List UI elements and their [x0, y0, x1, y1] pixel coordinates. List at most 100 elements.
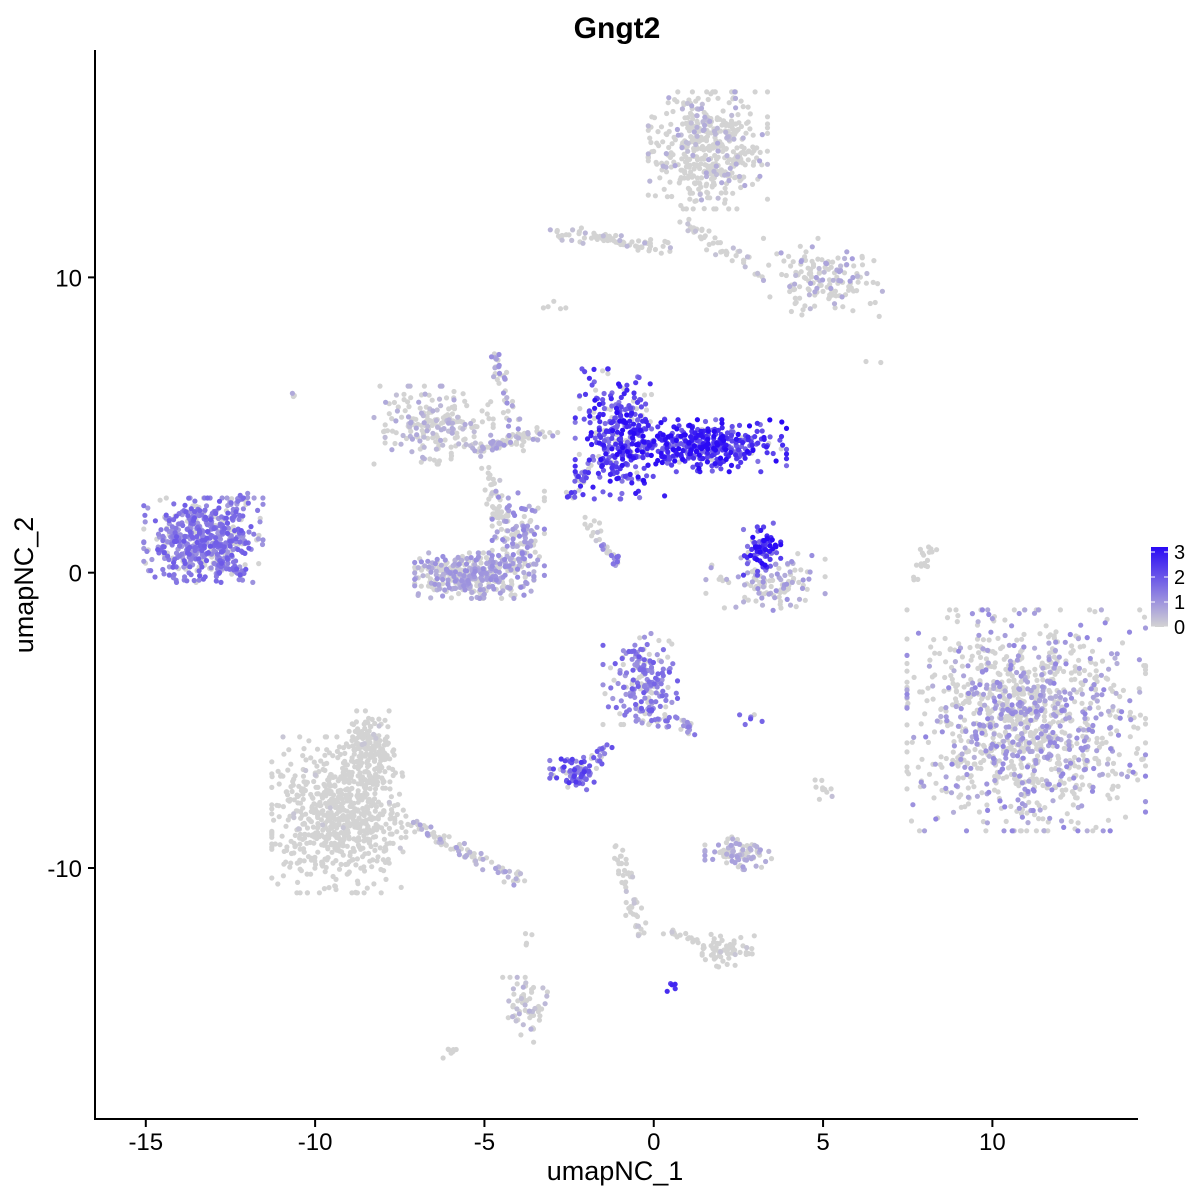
cell-point	[456, 591, 462, 597]
cell-point	[730, 149, 737, 155]
cell-point	[711, 128, 718, 134]
cell-point	[703, 183, 709, 189]
cell-point	[580, 240, 586, 246]
cell-point	[1002, 688, 1008, 694]
cell-point	[735, 154, 741, 160]
cell-point	[666, 723, 672, 730]
cell-point	[730, 836, 736, 842]
cell-point	[1001, 828, 1007, 834]
cell-point	[665, 100, 671, 106]
cell-point	[437, 383, 443, 389]
cell-point	[1071, 754, 1078, 761]
cell-point	[698, 184, 704, 190]
cell-point	[389, 447, 395, 453]
cell-point	[449, 411, 455, 417]
cell-point	[420, 573, 426, 579]
cell-point	[1011, 677, 1017, 683]
cell-point	[770, 607, 776, 613]
cell-point	[1042, 805, 1048, 811]
cell-point	[277, 842, 283, 848]
cell-point	[496, 351, 502, 358]
cell-point	[1072, 699, 1078, 705]
cell-point	[642, 240, 648, 246]
cell-point	[372, 766, 378, 773]
cell-point	[208, 565, 214, 571]
cell-point	[962, 804, 968, 810]
cell-point	[438, 562, 444, 568]
cell-point	[927, 657, 933, 663]
cell-point	[1093, 824, 1099, 831]
cell-point	[488, 482, 494, 488]
cell-point	[497, 561, 503, 567]
cell-point	[1076, 665, 1082, 672]
cell-point	[675, 132, 681, 138]
cell-point	[1015, 797, 1021, 803]
cell-point	[375, 799, 382, 805]
cell-point	[713, 163, 719, 169]
cell-point	[255, 507, 261, 513]
cell-point	[717, 933, 724, 939]
cell-point	[468, 555, 474, 561]
cell-point	[1031, 730, 1037, 737]
cell-point	[431, 833, 438, 839]
cell-point	[1055, 736, 1061, 742]
cell-point	[1128, 717, 1134, 723]
cell-point	[1079, 700, 1085, 706]
cell-point	[958, 692, 964, 698]
cell-point	[224, 495, 230, 501]
cell-point	[766, 262, 772, 268]
cell-point	[730, 245, 736, 251]
cell-point	[728, 842, 734, 848]
cell-point	[1078, 687, 1084, 693]
cell-point	[943, 705, 949, 711]
cell-point	[361, 838, 367, 844]
cell-point	[727, 165, 733, 171]
cell-point	[463, 568, 470, 574]
cell-point	[1113, 771, 1119, 777]
cell-point	[1032, 700, 1038, 706]
cell-point	[539, 1006, 545, 1012]
cell-point	[331, 821, 337, 828]
cell-point	[1064, 811, 1070, 817]
cell-point	[279, 833, 285, 839]
cell-point	[325, 855, 331, 861]
cell-point	[536, 1017, 543, 1023]
cell-point	[723, 252, 730, 258]
cell-point	[488, 399, 494, 405]
cell-point	[821, 269, 827, 275]
cell-point	[786, 253, 792, 259]
cell-point	[509, 398, 516, 405]
cell-point	[445, 581, 451, 587]
cell-point	[1000, 761, 1006, 767]
cell-point	[1018, 791, 1024, 798]
cell-point	[734, 854, 740, 860]
cell-point	[748, 856, 755, 862]
cell-point	[742, 182, 748, 189]
cell-point	[376, 723, 382, 729]
cell-point	[1001, 738, 1007, 745]
cell-point	[506, 432, 512, 439]
cell-point	[370, 857, 376, 863]
cell-point	[593, 387, 599, 393]
cell-point	[662, 712, 668, 718]
cell-point	[524, 544, 531, 551]
cell-point	[400, 849, 406, 855]
cell-point	[925, 739, 932, 746]
cell-point	[375, 854, 381, 860]
cell-point	[490, 511, 496, 517]
cell-point	[473, 557, 479, 563]
cell-point	[809, 274, 815, 280]
cell-point	[972, 729, 979, 735]
cell-point	[792, 281, 798, 287]
cell-point	[720, 958, 726, 964]
cell-point	[1006, 678, 1012, 684]
cell-point	[699, 226, 705, 232]
cell-point	[588, 235, 595, 241]
cell-point	[1001, 656, 1007, 662]
cell-point	[448, 456, 454, 462]
cell-point	[663, 704, 669, 710]
cell-point	[978, 664, 984, 670]
cell-point	[764, 121, 771, 127]
cell-point	[669, 641, 675, 647]
cell-point	[455, 554, 461, 561]
